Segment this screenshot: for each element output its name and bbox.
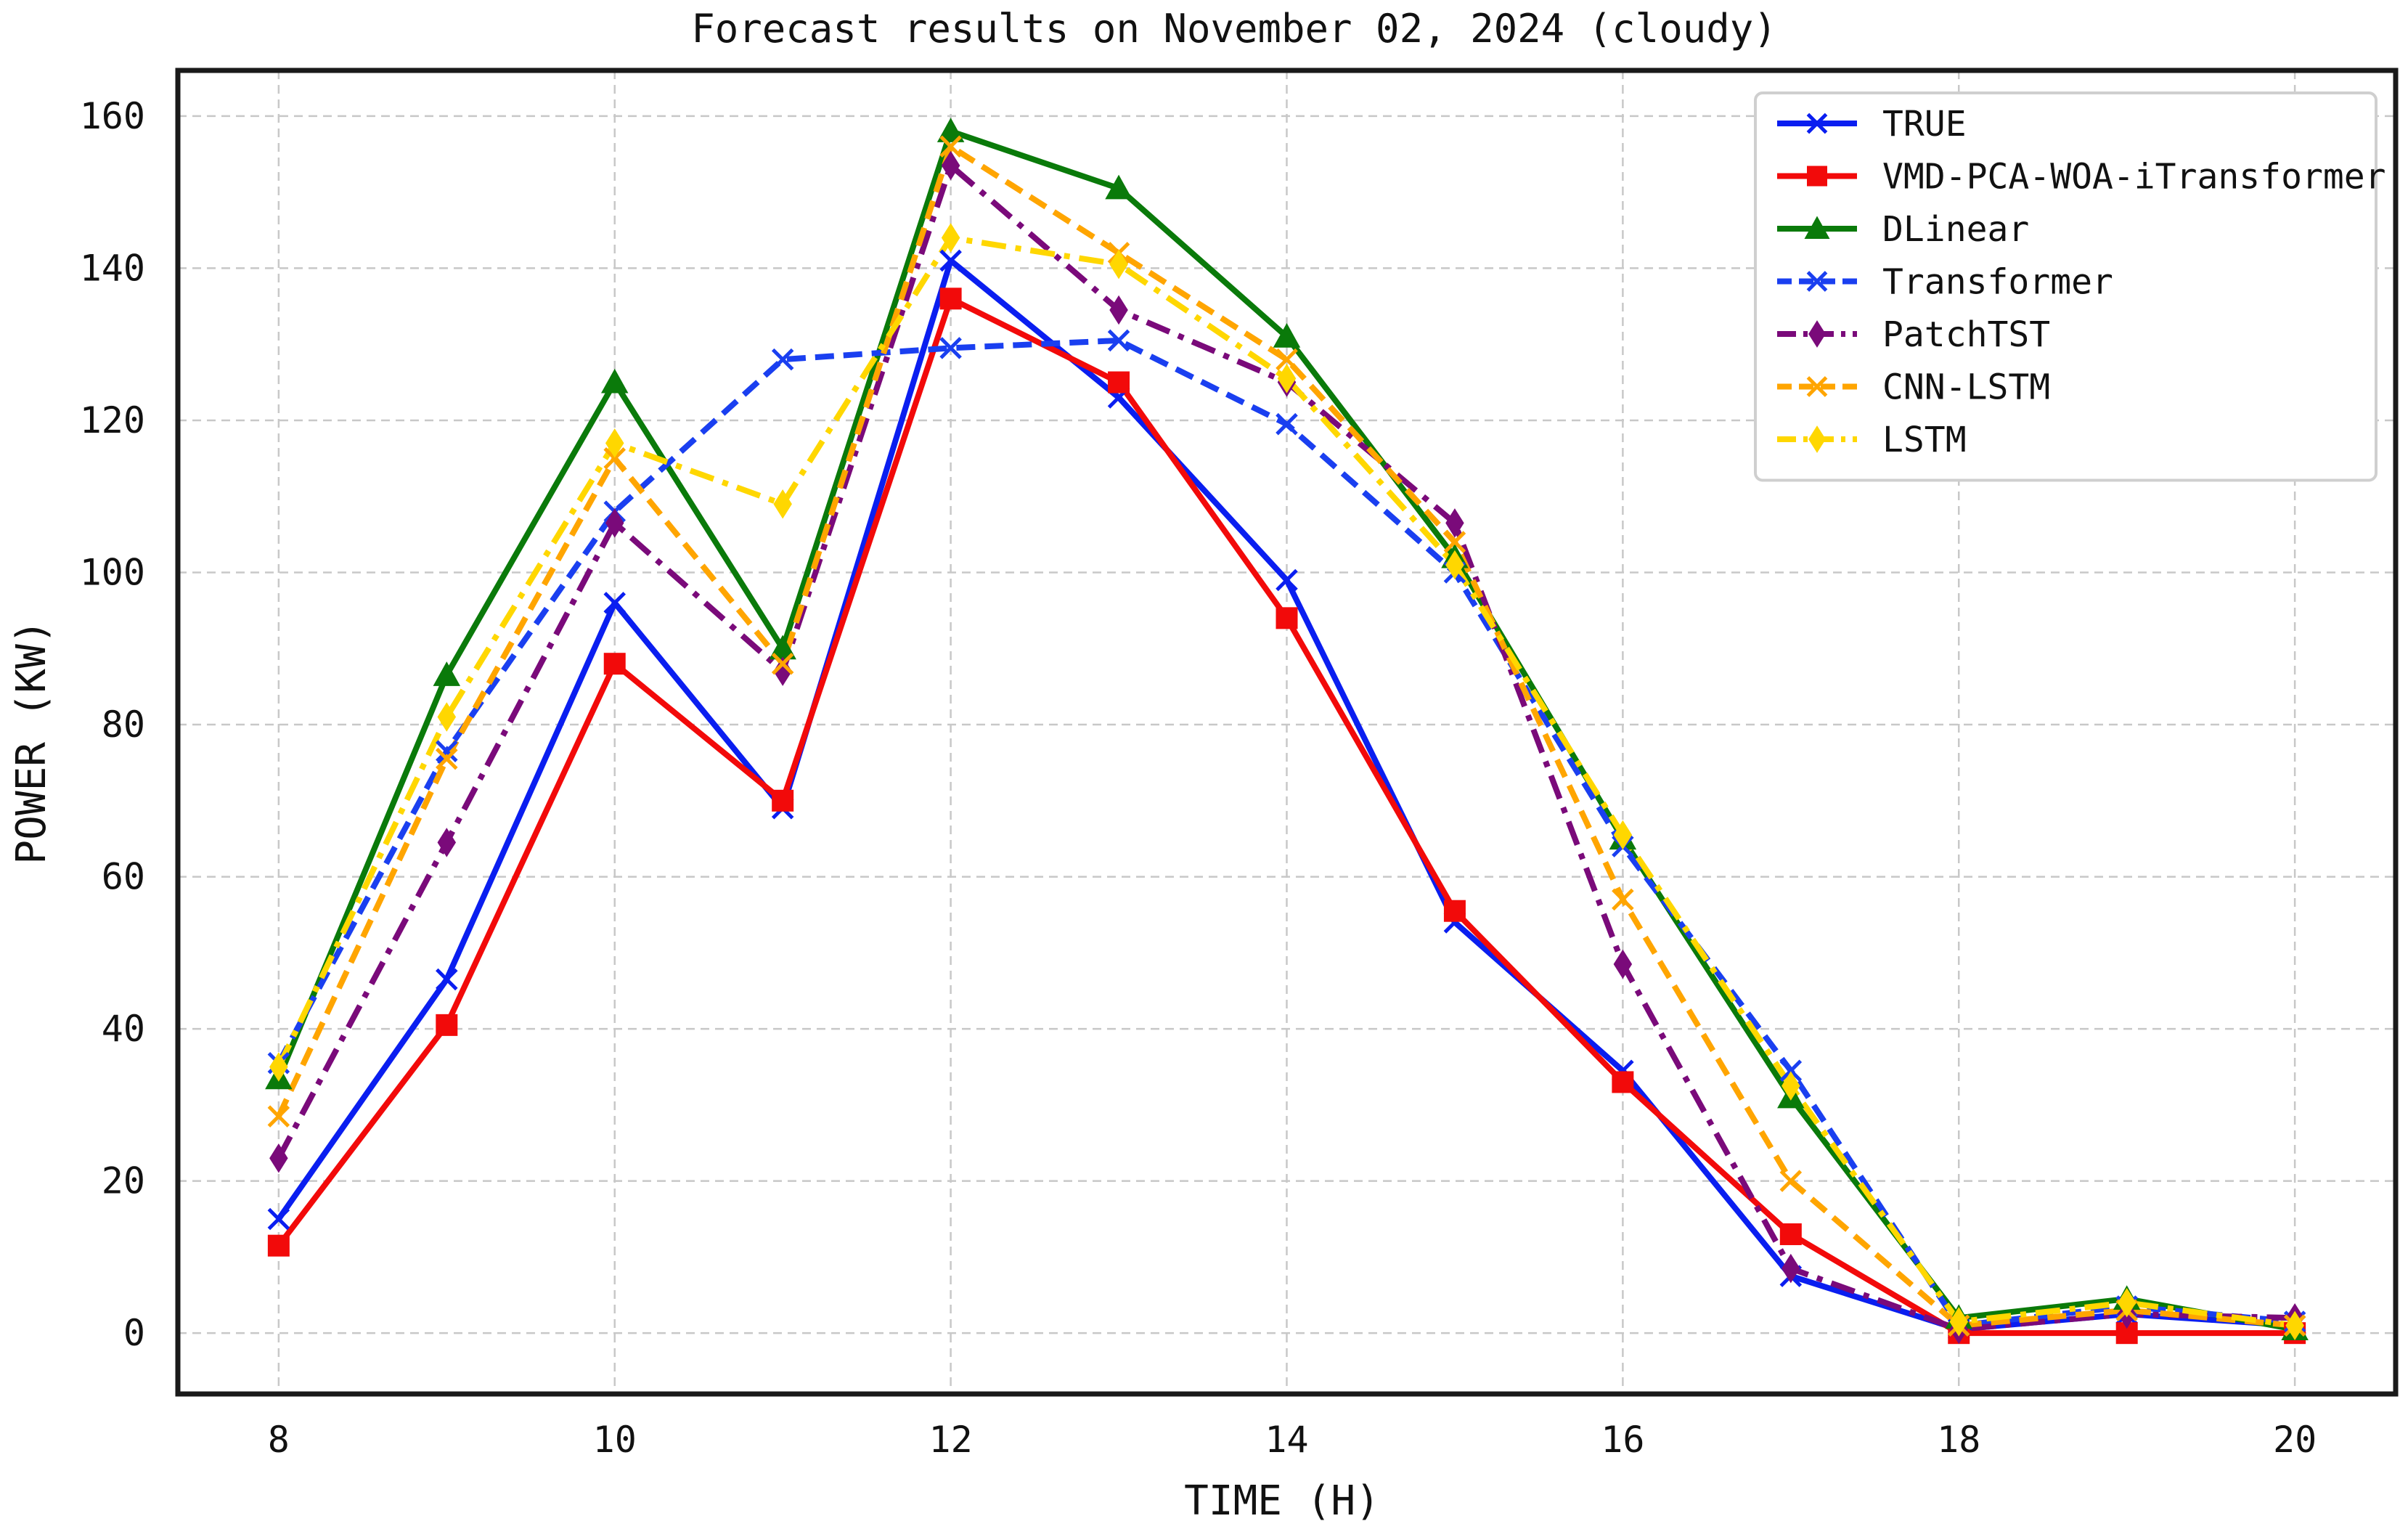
- data-point-cnn-lstm: [1779, 1170, 1803, 1192]
- data-point-lstm: [1445, 550, 1464, 580]
- data-point-dlinear: [433, 661, 461, 686]
- y-tick-label: 160: [80, 95, 145, 137]
- data-point-patchtst: [269, 1143, 288, 1173]
- data-point-true: [436, 968, 458, 991]
- y-tick-label: 0: [123, 1312, 145, 1354]
- data-point-lstm: [2117, 1288, 2136, 1318]
- data-point-lstm: [941, 223, 960, 253]
- x-tick-label: 16: [1601, 1419, 1644, 1461]
- data-point-dlinear: [1105, 174, 1132, 200]
- legend: TRUE VMD-PCA-WOA-iTransformer DLinear Trans…: [1754, 91, 2386, 482]
- data-point-patchtst: [1613, 949, 1633, 979]
- data-point-lstm: [605, 428, 624, 458]
- data-point-transformer: [939, 337, 962, 359]
- data-point-transformer: [771, 348, 794, 371]
- x-tick-label: 14: [1265, 1419, 1308, 1461]
- data-point-patchtst: [605, 508, 624, 538]
- x-tick-label: 10: [593, 1419, 637, 1461]
- legend-label-vmd-pca-woa-itransformer: VMD-PCA-WOA-iTransformer: [1882, 157, 2386, 197]
- legend-marker-lstm: [1808, 425, 1826, 453]
- legend-label-lstm: LSTM: [1882, 420, 1967, 460]
- y-tick-label: 100: [80, 551, 145, 593]
- data-point-lstm: [437, 702, 457, 732]
- data-point-vmd-pca-woa-itransformer: [1108, 371, 1130, 394]
- legend-label-patchtst: PatchTST: [1882, 314, 2050, 355]
- legend-marker-dlinear: [1804, 216, 1830, 239]
- data-point-cnn-lstm: [267, 1105, 290, 1128]
- plot-frame: [175, 68, 2399, 1397]
- data-point-cnn-lstm: [1443, 531, 1466, 553]
- legend-label-dlinear: DLinear: [1882, 209, 2029, 250]
- legend-box: [1754, 91, 2378, 482]
- data-point-lstm: [269, 1052, 288, 1082]
- data-point-true: [267, 1207, 290, 1231]
- data-point-patchtst: [773, 656, 792, 686]
- legend-marker-transformer: [1806, 271, 1828, 292]
- data-point-true: [1276, 568, 1298, 592]
- data-point-dlinear: [936, 118, 965, 142]
- data-point-cnn-lstm: [1276, 348, 1298, 371]
- data-point-true: [939, 249, 962, 272]
- data-point-vmd-pca-woa-itransformer: [436, 1014, 458, 1036]
- data-point-patchtst: [941, 150, 960, 181]
- data-point-vmd-pca-woa-itransformer: [1443, 900, 1466, 922]
- data-point-dlinear: [769, 635, 796, 660]
- data-point-patchtst: [1781, 1253, 1800, 1284]
- data-point-lstm: [773, 489, 792, 519]
- data-point-transformer: [436, 740, 458, 762]
- x-tick-label: 8: [268, 1419, 290, 1461]
- data-point-cnn-lstm: [436, 747, 458, 770]
- y-axis-ticks: 0 20 40 60 80 100 120 140 160: [80, 95, 145, 1354]
- data-point-transformer: [1276, 412, 1298, 436]
- legend-marker-true: [1806, 113, 1828, 134]
- series-markers: [265, 118, 2309, 1345]
- y-tick-label: 80: [102, 704, 145, 746]
- data-point-vmd-pca-woa-itransformer: [603, 653, 626, 675]
- data-point-lstm: [1613, 820, 1633, 850]
- data-point-vmd-pca-woa-itransformer: [772, 789, 794, 812]
- y-tick-label: 40: [102, 1008, 145, 1050]
- y-tick-label: 140: [80, 247, 145, 289]
- data-point-vmd-pca-woa-itransformer: [267, 1234, 290, 1257]
- data-point-cnn-lstm: [771, 652, 794, 675]
- data-point-transformer: [1107, 329, 1130, 352]
- data-point-patchtst: [437, 828, 457, 857]
- y-axis-label: POWER (KW): [8, 619, 55, 864]
- data-point-lstm: [1949, 1307, 1969, 1337]
- y-tick-label: 60: [102, 856, 145, 898]
- data-point-cnn-lstm: [603, 447, 627, 470]
- chart-title: Forecast results on November 02, 2024 (c…: [691, 6, 1777, 52]
- legend-label-cnn-lstm: CNN-LSTM: [1882, 367, 2050, 408]
- x-tick-label: 20: [2273, 1419, 2317, 1461]
- x-axis-ticks: 8 10 12 14 16 18 20: [268, 1419, 2317, 1461]
- data-point-cnn-lstm: [939, 135, 962, 158]
- x-axis-label: TIME (H): [1184, 1477, 1380, 1525]
- legend-label-true: TRUE: [1882, 104, 1967, 144]
- data-point-dlinear: [600, 368, 629, 394]
- legend-label-transformer: Transformer: [1882, 262, 2113, 303]
- legend-marker-cnn-lstm: [1806, 376, 1828, 397]
- data-point-vmd-pca-woa-itransformer: [1276, 607, 1298, 629]
- data-point-dlinear: [1273, 322, 1301, 348]
- y-tick-label: 120: [80, 399, 145, 441]
- x-tick-label: 12: [929, 1419, 973, 1461]
- data-point-cnn-lstm: [1612, 888, 1634, 911]
- data-point-patchtst: [1445, 508, 1464, 538]
- data-point-lstm: [2285, 1310, 2304, 1340]
- data-point-lstm: [1109, 249, 1128, 280]
- x-tick-label: 18: [1937, 1419, 1980, 1461]
- data-point-lstm: [1781, 1071, 1800, 1101]
- data-point-vmd-pca-woa-itransformer: [939, 288, 962, 310]
- data-point-transformer: [1779, 1059, 1803, 1082]
- data-point-patchtst: [1109, 295, 1128, 325]
- y-tick-label: 20: [102, 1160, 145, 1202]
- data-point-vmd-pca-woa-itransformer: [1779, 1223, 1802, 1245]
- data-point-lstm: [1277, 364, 1297, 394]
- legend-marker-patchtst: [1808, 320, 1826, 348]
- legend-marker-vmd-pca-woa-itransformer: [1807, 166, 1827, 187]
- data-point-true: [603, 592, 627, 614]
- data-point-vmd-pca-woa-itransformer: [1612, 1071, 1634, 1093]
